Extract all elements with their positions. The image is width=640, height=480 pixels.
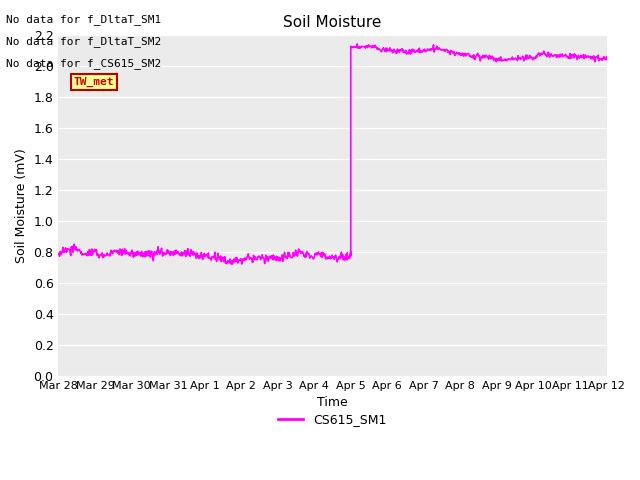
- Text: No data for f_DltaT_SM2: No data for f_DltaT_SM2: [6, 36, 162, 47]
- X-axis label: Time: Time: [317, 396, 348, 409]
- Text: TW_met: TW_met: [74, 77, 114, 87]
- Y-axis label: Soil Moisture (mV): Soil Moisture (mV): [15, 148, 28, 263]
- Title: Soil Moisture: Soil Moisture: [284, 15, 381, 30]
- Text: No data for f_DltaT_SM1: No data for f_DltaT_SM1: [6, 14, 162, 25]
- Text: No data for f_CS615_SM2: No data for f_CS615_SM2: [6, 58, 162, 69]
- Legend: CS615_SM1: CS615_SM1: [273, 408, 392, 431]
